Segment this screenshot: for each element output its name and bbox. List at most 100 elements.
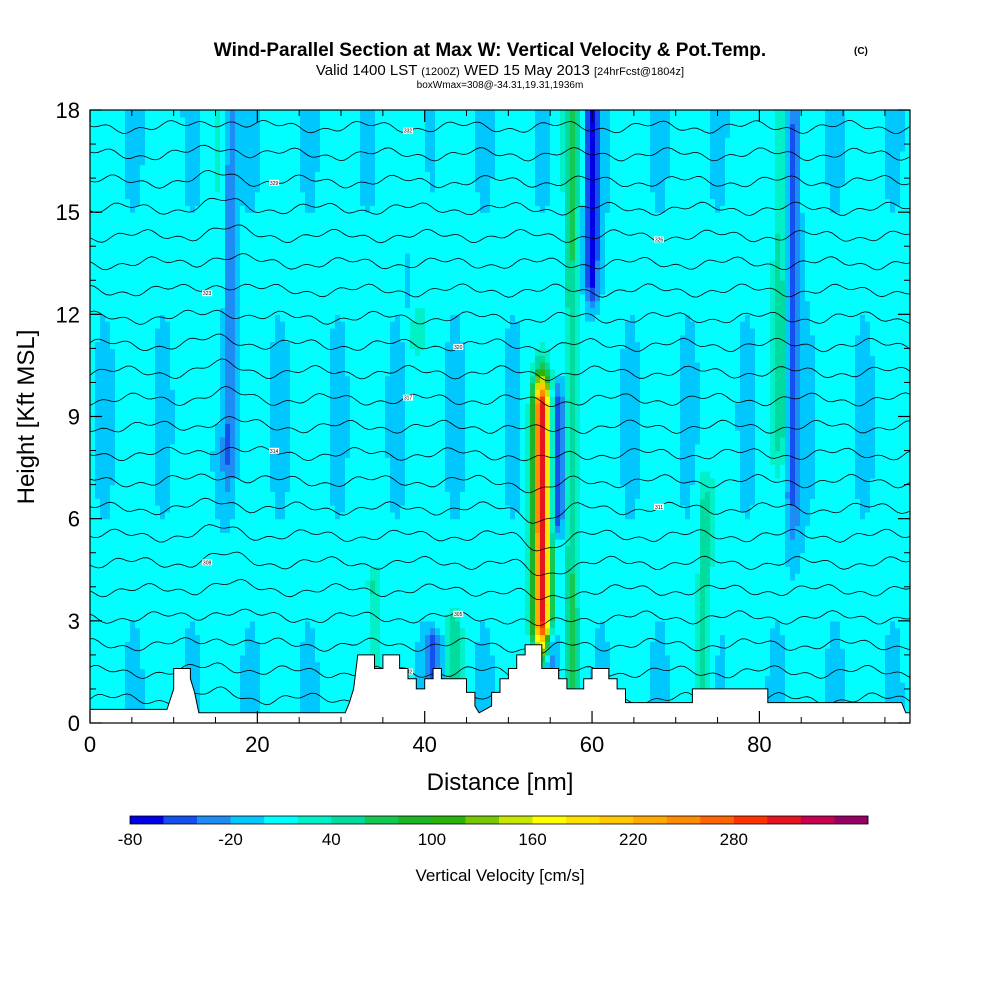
- w-cell: [890, 682, 896, 690]
- w-cell: [645, 614, 651, 622]
- w-cell: [430, 532, 436, 540]
- w-cell: [335, 593, 341, 601]
- w-cell: [130, 593, 136, 601]
- w-cell: [325, 654, 331, 663]
- w-cell: [535, 552, 541, 561]
- w-cell: [290, 586, 296, 595]
- w-cell: [730, 607, 736, 615]
- w-cell: [290, 518, 296, 527]
- w-cell: [865, 586, 871, 595]
- w-cell: [90, 586, 96, 595]
- w-cell: [480, 593, 486, 601]
- w-cell: [470, 607, 476, 615]
- w-cell: [625, 566, 631, 574]
- w-cell: [815, 675, 821, 683]
- w-cell: [420, 566, 426, 574]
- w-cell: [395, 648, 401, 656]
- w-cell: [675, 654, 681, 663]
- w-cell: [530, 634, 536, 642]
- w-cell: [815, 648, 821, 656]
- w-cell: [795, 627, 801, 636]
- subtitle-date: WED 15 May 2013: [464, 62, 590, 79]
- w-cell: [200, 532, 206, 540]
- w-cell: [680, 695, 686, 704]
- w-cell: [165, 579, 171, 588]
- w-cell: [465, 634, 471, 642]
- w-cell: [865, 559, 871, 567]
- w-cell: [375, 532, 381, 540]
- w-cell: [375, 648, 381, 656]
- w-cell: [750, 607, 756, 615]
- w-cell: [640, 518, 646, 527]
- w-cell: [665, 545, 671, 554]
- w-cell: [190, 654, 196, 663]
- w-cell: [870, 586, 876, 595]
- w-cell: [870, 600, 876, 608]
- w-cell: [310, 702, 316, 710]
- w-cell: [820, 675, 826, 683]
- w-cell: [475, 634, 481, 642]
- w-cell: [885, 648, 891, 656]
- w-cell: [350, 600, 356, 608]
- w-cell: [340, 532, 346, 540]
- w-cell: [190, 627, 196, 636]
- w-cell: [415, 566, 421, 574]
- w-cell: [370, 607, 376, 615]
- w-cell: [425, 648, 431, 656]
- w-cell: [225, 688, 231, 697]
- w-cell: [370, 539, 376, 547]
- w-cell: [310, 614, 316, 622]
- w-cell: [245, 634, 251, 642]
- w-cell: [285, 539, 291, 547]
- w-cell: [545, 586, 551, 595]
- w-cell: [855, 641, 861, 649]
- w-cell: [675, 518, 681, 527]
- w-cell: [245, 511, 251, 520]
- w-cell: [480, 545, 486, 554]
- w-cell: [170, 511, 176, 520]
- w-cell: [235, 545, 241, 554]
- w-cell: [205, 682, 211, 690]
- w-cell: [330, 614, 336, 622]
- w-cell: [815, 518, 821, 527]
- w-cell: [505, 607, 511, 615]
- w-cell: [615, 627, 621, 636]
- w-cell: [705, 682, 711, 690]
- w-cell: [615, 559, 621, 567]
- w-cell: [310, 573, 316, 581]
- w-cell: [710, 654, 716, 663]
- w-cell: [95, 600, 101, 608]
- w-cell: [505, 654, 511, 663]
- w-cell: [280, 593, 286, 601]
- w-cell: [655, 627, 661, 636]
- w-cell: [330, 702, 336, 710]
- w-cell: [705, 579, 711, 588]
- w-cell: [420, 511, 426, 520]
- w-cell: [475, 702, 481, 710]
- title-copyright-mark: (C): [854, 46, 868, 57]
- w-cell: [210, 532, 216, 540]
- w-cell: [295, 661, 301, 670]
- w-cell: [200, 600, 206, 608]
- w-cell: [380, 511, 386, 520]
- w-cell: [790, 566, 796, 574]
- w-cell: [685, 539, 691, 547]
- w-cell: [240, 607, 246, 615]
- w-cell: [730, 579, 736, 588]
- w-cell: [150, 579, 156, 588]
- w-cell: [225, 552, 231, 561]
- w-cell: [625, 614, 631, 622]
- w-cell: [555, 634, 561, 642]
- w-cell: [780, 545, 786, 554]
- w-cell: [695, 579, 701, 588]
- w-cell: [160, 559, 166, 567]
- w-cell: [415, 573, 421, 581]
- w-cell: [835, 552, 841, 561]
- w-cell: [635, 518, 641, 527]
- w-cell: [615, 586, 621, 595]
- w-cell: [610, 648, 616, 656]
- w-cell: [325, 518, 331, 527]
- w-cell: [225, 573, 231, 581]
- w-cell: [190, 614, 196, 622]
- w-cell: [235, 525, 241, 533]
